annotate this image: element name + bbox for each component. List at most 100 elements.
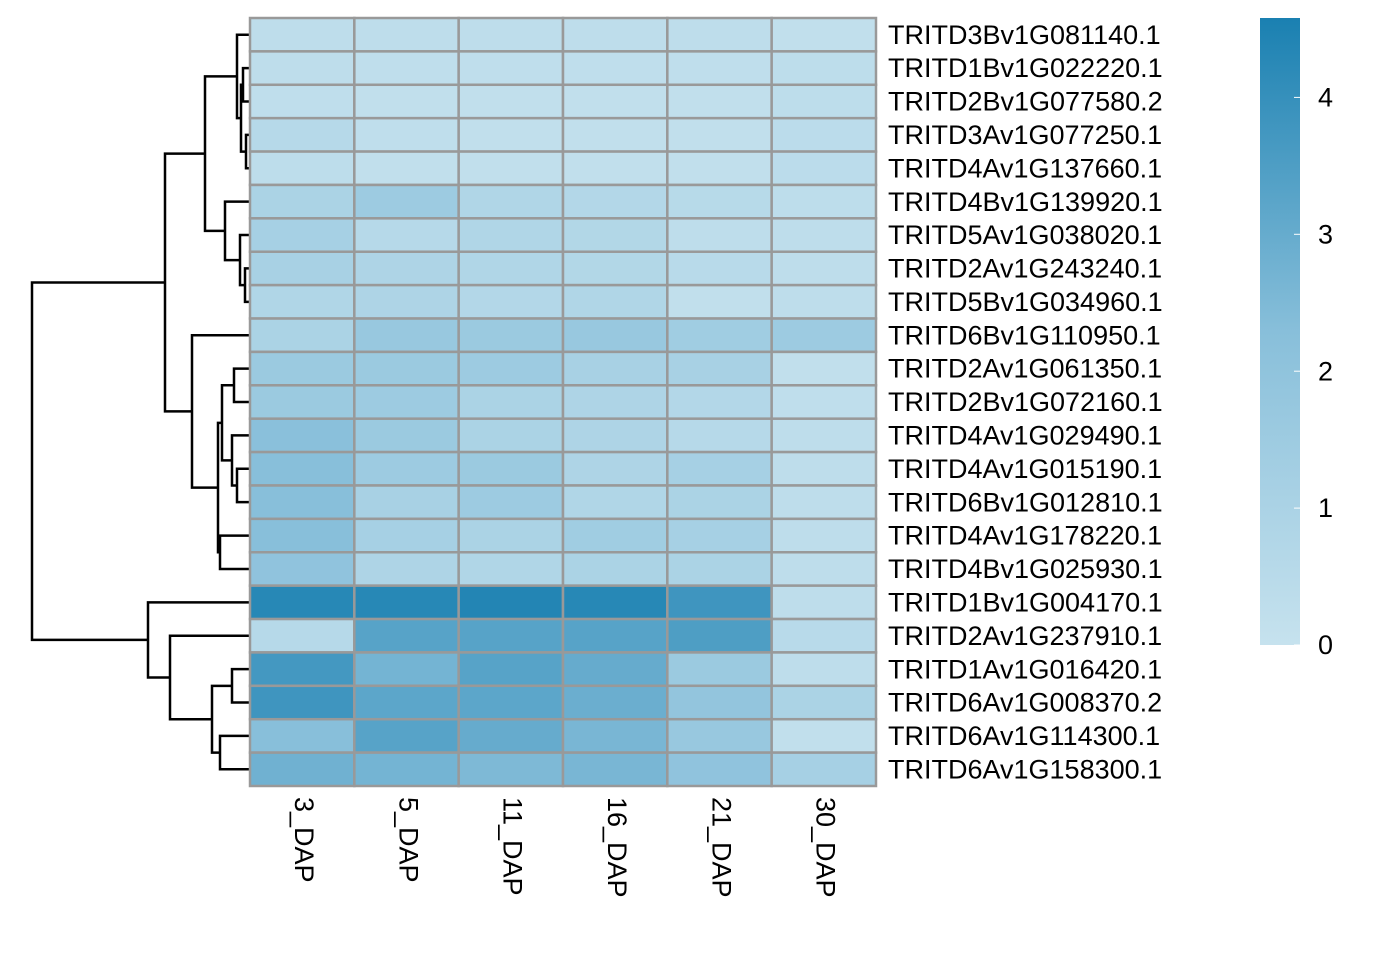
heatmap-cell [561,50,669,87]
heatmap-cell [457,183,565,220]
heatmap-cell [770,717,878,754]
heatmap-cell [666,250,773,287]
row-label: TRITD2Av1G237910.1 [888,621,1162,651]
heatmap-cell [561,317,669,354]
heatmap-cell [248,250,356,287]
heatmap-cell [457,684,565,721]
heatmap-cell [666,283,773,320]
heatmap-cell [457,116,565,153]
heatmap-cell [457,217,565,253]
column-label: 5_DAP [393,797,423,883]
heatmap-cell [561,283,669,320]
dendrogram [30,33,250,771]
heatmap-cell [561,584,669,621]
heatmap-cell [770,217,878,253]
heatmap-cell [353,717,460,754]
heatmap-cell [770,250,878,287]
heatmap-cell [666,150,773,187]
heatmap-cell [770,317,878,354]
heatmap-cell [248,116,356,153]
heatmap-cell [457,83,565,120]
row-label: TRITD2Bv1G072160.1 [888,387,1163,417]
dendrogram-branch [218,534,250,571]
heatmap-cell [561,16,669,53]
heatmap-cell [770,417,878,454]
heatmap-cell [248,150,356,187]
colorbar-tick-label: 1 [1318,493,1333,523]
row-label: TRITD4Av1G137660.1 [888,153,1162,183]
row-label: TRITD5Bv1G034960.1 [888,287,1163,317]
heatmap-cell [248,183,356,220]
heatmap-cell [457,16,565,53]
dendrogram-branch [203,75,237,233]
row-label: TRITD6Av1G114300.1 [888,721,1160,751]
heatmap-cell [353,283,460,320]
colorbar-tick-label: 2 [1318,356,1333,386]
heatmap-cell [353,317,460,354]
heatmap-cell [248,751,356,788]
heatmap-cell [248,617,356,654]
heatmap-cell [561,517,669,554]
heatmap-cell [248,450,356,487]
heatmap-cell [457,350,565,387]
heatmap-cell [561,551,669,587]
dendrogram-branch [230,667,250,704]
heatmap-cell [561,116,669,153]
row-label: TRITD1Bv1G004170.1 [888,587,1163,617]
heatmap-cell [770,450,878,487]
row-label: TRITD5Av1G038020.1 [888,220,1162,250]
heatmap-cell [457,484,565,521]
heatmap-cell [666,83,773,120]
heatmap-cell [248,16,356,53]
heatmap-cell [248,651,356,688]
heatmap-cell [666,450,773,487]
heatmap-cell [666,50,773,87]
heatmap-cell [353,651,460,688]
heatmap-cell [353,484,460,521]
row-label: TRITD6Bv1G012810.1 [888,487,1163,517]
heatmap-cell [666,484,773,521]
heatmap-cell [353,617,460,654]
heatmap-cell [666,617,773,654]
row-label: TRITD2Bv1G077580.2 [888,87,1163,117]
column-label: 11_DAP [498,797,528,896]
heatmap-cell [248,484,356,521]
heatmap-cell [561,217,669,253]
row-label: TRITD6Av1G158300.1 [888,754,1162,784]
heatmap-cell [666,517,773,554]
heatmap-cell [561,250,669,287]
heatmap-cell [561,384,669,420]
heatmap-cell [248,217,356,253]
row-label: TRITD4Av1G015190.1 [888,454,1162,484]
dendrogram-branch [168,634,250,721]
heatmap-cell [353,517,460,554]
row-label: TRITD1Bv1G022220.1 [888,53,1163,83]
dendrogram-branch [232,367,250,404]
heatmap-cell [248,551,356,587]
heatmap-cell [457,50,565,87]
heatmap-cell [248,417,356,454]
heatmap-cell [561,617,669,654]
heatmap-cell [561,450,669,487]
heatmap-cell [666,217,773,253]
heatmap-cell [561,350,669,387]
dendrogram-branch [30,281,165,642]
heatmap-cell [353,417,460,454]
heatmap-cell [353,116,460,153]
heatmap-cell [353,16,460,53]
heatmap-cell [353,50,460,87]
heatmap-cell [353,250,460,287]
heatmap-cell [457,551,565,587]
heatmap-cell [770,350,878,387]
heatmap-cell [353,450,460,487]
dendrogram-branch [235,467,250,504]
heatmap-cell [770,617,878,654]
row-label: TRITD2Av1G243240.1 [888,254,1162,284]
row-label: TRITD4Bv1G139920.1 [888,187,1163,217]
heatmap-cell [353,150,460,187]
heatmap-cell [457,150,565,187]
heatmap-cell [353,183,460,220]
row-label: TRITD3Av1G077250.1 [888,120,1162,150]
heatmap-cell [457,317,565,354]
